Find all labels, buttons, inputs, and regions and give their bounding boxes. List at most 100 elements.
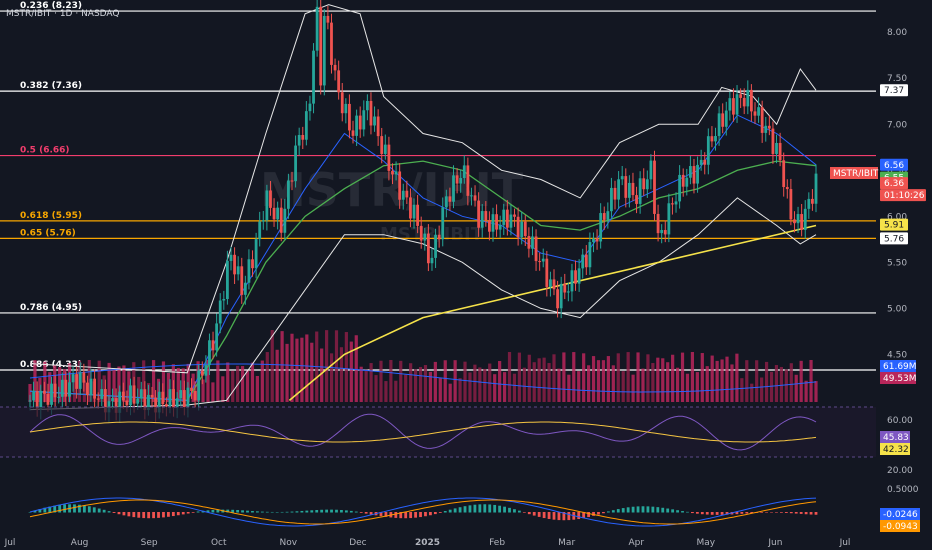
candle-body-13: [75, 374, 79, 389]
volume-bar-156: [799, 360, 803, 402]
candle-180: [674, 192, 678, 213]
candle-body-45: [190, 387, 193, 391]
volume-bar-19: [122, 365, 126, 402]
macd-hist-64: [344, 510, 348, 513]
candle-body-188: [703, 159, 707, 165]
volume-bar-53: [290, 333, 294, 402]
macd-hist-159: [814, 512, 818, 515]
candle-body-104: [401, 190, 405, 200]
price-label-text-6: 5.76: [884, 234, 904, 244]
candle-body-106: [409, 197, 412, 219]
volume-bar-104: [542, 357, 546, 402]
candle-body-69: [276, 207, 280, 220]
candle-body-102: [394, 171, 398, 175]
volume-bar-114: [591, 356, 596, 402]
macd-hist-7: [63, 504, 67, 513]
macd-hist-26: [157, 512, 160, 518]
candle-body-32: [143, 389, 147, 411]
candle-128: [487, 211, 491, 241]
candle-body-184: [688, 166, 692, 178]
candle-91: [355, 109, 359, 146]
candle-body-101: [391, 170, 394, 175]
time-axis[interactable]: Jul Aug Sep Oct Nov Dec 2025 Feb Mar Apr May Jun Jul: [4, 538, 851, 548]
candle-body-180: [674, 201, 678, 205]
price-label-text-1: 6.56: [884, 161, 904, 171]
candle-99: [383, 134, 387, 160]
candle-154: [581, 248, 585, 279]
candle-body-85: [333, 64, 337, 71]
volume-bar-108: [562, 352, 566, 402]
macd-hist-157: [804, 512, 808, 515]
candle-body-131: [498, 224, 502, 230]
rsi-label-0: 45.83: [880, 431, 910, 443]
time-tick-6: 2025: [415, 538, 440, 548]
macd-hist-118: [611, 510, 615, 513]
volume-bar-59: [320, 348, 324, 402]
candle-171: [642, 168, 646, 196]
volume-bar-116: [601, 360, 606, 402]
candle-body-139: [527, 235, 531, 249]
volume-bar-51: [280, 331, 284, 402]
volume-bar-36: [206, 360, 210, 402]
candle-195: [728, 91, 732, 121]
volume-bar-159: [814, 381, 818, 402]
macd-hist-151: [775, 512, 778, 513]
volume-bar-110: [572, 352, 576, 402]
candle-body-155: [584, 254, 588, 268]
macd-hist-21: [132, 512, 136, 518]
candle-body-107: [412, 204, 416, 219]
candle-body-125: [477, 200, 481, 228]
candle-71: [283, 198, 287, 240]
volume-bar-77: [409, 363, 413, 402]
candle-122: [466, 157, 470, 206]
candle-139: [527, 227, 531, 258]
candle-49: [204, 355, 208, 383]
candle-body-74: [294, 145, 297, 182]
candle-13: [75, 366, 79, 399]
macd-hist-135: [695, 512, 699, 514]
candle-183: [685, 168, 689, 196]
volume-bar-83: [438, 377, 442, 402]
candlesticks[interactable]: [28, 0, 818, 423]
candle-93: [362, 100, 366, 137]
candle-body-89: [348, 103, 351, 131]
candle-body-39: [168, 389, 172, 407]
candle-46: [193, 381, 197, 408]
candle-body-165: [620, 176, 624, 180]
candle-206: [767, 115, 771, 136]
macd-hist-83: [438, 512, 442, 513]
macd-hist-93: [488, 504, 492, 513]
volume-bar-138: [710, 355, 714, 402]
volume-bar-69: [369, 363, 373, 402]
candle-body-198: [739, 94, 743, 98]
candle-102: [394, 161, 398, 181]
volume-bar-6: [58, 367, 62, 402]
macd-hist-128: [661, 507, 665, 513]
candle-body-189: [706, 136, 710, 165]
candle-1: [32, 381, 35, 409]
macd-hist-127: [656, 507, 660, 513]
candle-body-56: [229, 254, 233, 261]
price-axis[interactable]: 4.50 5.00 5.50 6.00 6.50 7.00 7.50 8.00 7.37 6.56…: [830, 28, 926, 384]
candle-97: [376, 109, 380, 146]
candle-118: [452, 165, 455, 209]
candle-173: [649, 154, 653, 190]
volume-bar-142: [730, 364, 734, 402]
macd-hist-0: [28, 512, 32, 513]
macd-hist-74: [394, 512, 398, 518]
candle-76: [301, 126, 305, 150]
volume-bar-96: [502, 372, 507, 402]
candle-body-197: [735, 94, 739, 115]
macd-hist-28: [167, 512, 170, 517]
macd-hist-58: [315, 509, 319, 513]
candle-147: [556, 280, 559, 318]
candle-body-34: [150, 394, 154, 398]
candle-body-53: [218, 300, 222, 324]
candle-body-23: [111, 398, 114, 402]
volume-label-text-1: 49.53M: [883, 374, 917, 384]
symbol-header[interactable]: MSTR/IBIT · 1D · NASDAQ: [6, 9, 120, 19]
volume-bar-155: [794, 374, 798, 402]
candle-182: [681, 168, 685, 197]
macd-hist-96: [503, 506, 506, 513]
